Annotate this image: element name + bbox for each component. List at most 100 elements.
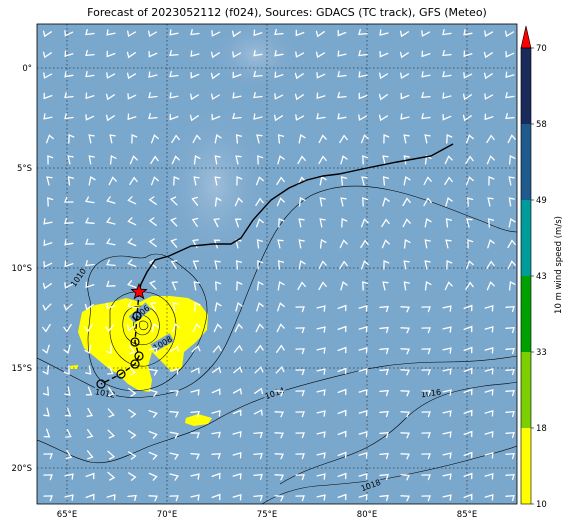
wind-barb — [64, 260, 74, 268]
wind-barb — [256, 280, 264, 291]
wind-barb — [232, 409, 242, 417]
wind-barb — [274, 93, 284, 100]
wind-barb — [505, 452, 515, 460]
wind-barb — [400, 432, 410, 439]
wind-barb — [149, 280, 157, 290]
colorbar-label: 10 m wind speed (m/s) — [554, 216, 564, 314]
wind-barb — [444, 176, 453, 186]
wind-barb — [508, 280, 516, 291]
wind-barb — [424, 218, 432, 228]
wind-barb — [484, 410, 494, 417]
wind-barb — [173, 176, 180, 186]
lat-tick-label: 10°S — [12, 264, 32, 274]
wind-barb — [274, 50, 284, 57]
wind-barb — [214, 196, 222, 207]
colorbar-tick-label: 33 — [536, 348, 547, 358]
wind-barb — [442, 452, 452, 459]
isobar-label-bg — [150, 333, 175, 353]
lon-tick-label: 75°E — [257, 510, 277, 520]
wind-barb — [484, 347, 494, 354]
wind-barb — [232, 112, 242, 120]
wind-barb — [254, 387, 264, 395]
wind-barb — [234, 197, 243, 207]
wind-barb — [382, 281, 389, 291]
wind-barb — [337, 346, 347, 354]
wind-barb — [463, 29, 473, 36]
colorbar-segment — [521, 200, 531, 276]
wind-barb — [318, 155, 327, 165]
wind-barb — [255, 218, 264, 228]
wind-barb — [169, 431, 179, 439]
colorbar-tick-label: 18 — [536, 424, 547, 434]
wind-barb — [67, 176, 75, 186]
wind-barb — [276, 197, 285, 207]
wind-barb — [399, 30, 410, 38]
wind-barb — [64, 113, 74, 120]
wind-barb — [274, 432, 284, 439]
wind-barb — [148, 92, 158, 99]
wind-barb — [169, 196, 178, 206]
wind-barb — [149, 301, 157, 312]
wind-barb — [421, 30, 431, 37]
wind-barb — [253, 452, 263, 460]
wind-barb — [43, 453, 53, 460]
wind-barb — [446, 134, 453, 144]
wind-barb — [85, 260, 95, 267]
wind-barb — [318, 281, 327, 291]
colorbar-tick-label: 70 — [536, 44, 547, 54]
wind-barb — [84, 196, 95, 204]
wind-barb — [189, 114, 199, 122]
wind-barb — [169, 70, 179, 78]
wind-barb — [43, 407, 50, 417]
wind-barb — [42, 323, 51, 333]
forecast-position-marker — [96, 379, 106, 389]
wind-barb — [463, 472, 473, 480]
wind-barb — [295, 51, 305, 58]
wind-barb — [232, 387, 242, 395]
wind-barb — [106, 494, 116, 501]
isobar-1010 — [87, 253, 208, 392]
wind-barb — [463, 388, 473, 396]
wind-barb — [64, 282, 74, 289]
wind-barb — [211, 493, 221, 501]
wind-barb — [85, 493, 95, 501]
wind-barb — [463, 367, 473, 375]
wind-barb — [85, 238, 95, 245]
wind-barb — [337, 367, 347, 375]
wind-barb — [316, 494, 326, 501]
colorbar-tick-label: 49 — [536, 196, 547, 206]
wind-barb — [442, 326, 452, 333]
wind-barb — [211, 93, 221, 101]
wind-barb — [85, 92, 95, 100]
wind-barb — [379, 305, 389, 313]
wind-barb — [253, 29, 263, 37]
wind-barb — [442, 29, 452, 36]
wind-barb — [232, 431, 242, 438]
wind-barb — [295, 411, 305, 418]
wind-barb — [47, 155, 54, 165]
wind-barb — [316, 452, 326, 459]
wind-barb — [85, 281, 95, 289]
wind-barb — [63, 344, 71, 354]
wind-barb — [507, 239, 516, 249]
wind-barb — [442, 368, 452, 375]
wind-barb — [508, 176, 515, 186]
wind-barb — [148, 472, 158, 481]
wind-barb — [508, 154, 516, 165]
wind-barb — [236, 281, 243, 291]
wind-barb — [400, 369, 410, 376]
wind-barb — [86, 450, 94, 460]
wind-barb — [487, 218, 495, 228]
wind-barb — [43, 261, 53, 268]
wind-barb — [508, 197, 515, 207]
wind-barb — [148, 196, 157, 205]
wind-barb — [148, 368, 159, 376]
wind-barb — [276, 344, 285, 353]
wind-barb — [505, 347, 515, 355]
wind-barb — [128, 366, 137, 376]
wind-barb — [341, 218, 348, 228]
wind-barb — [295, 114, 305, 121]
lon-tick-label: 70°E — [157, 510, 177, 520]
wind-barb — [319, 218, 326, 228]
wind-barb — [358, 494, 368, 501]
